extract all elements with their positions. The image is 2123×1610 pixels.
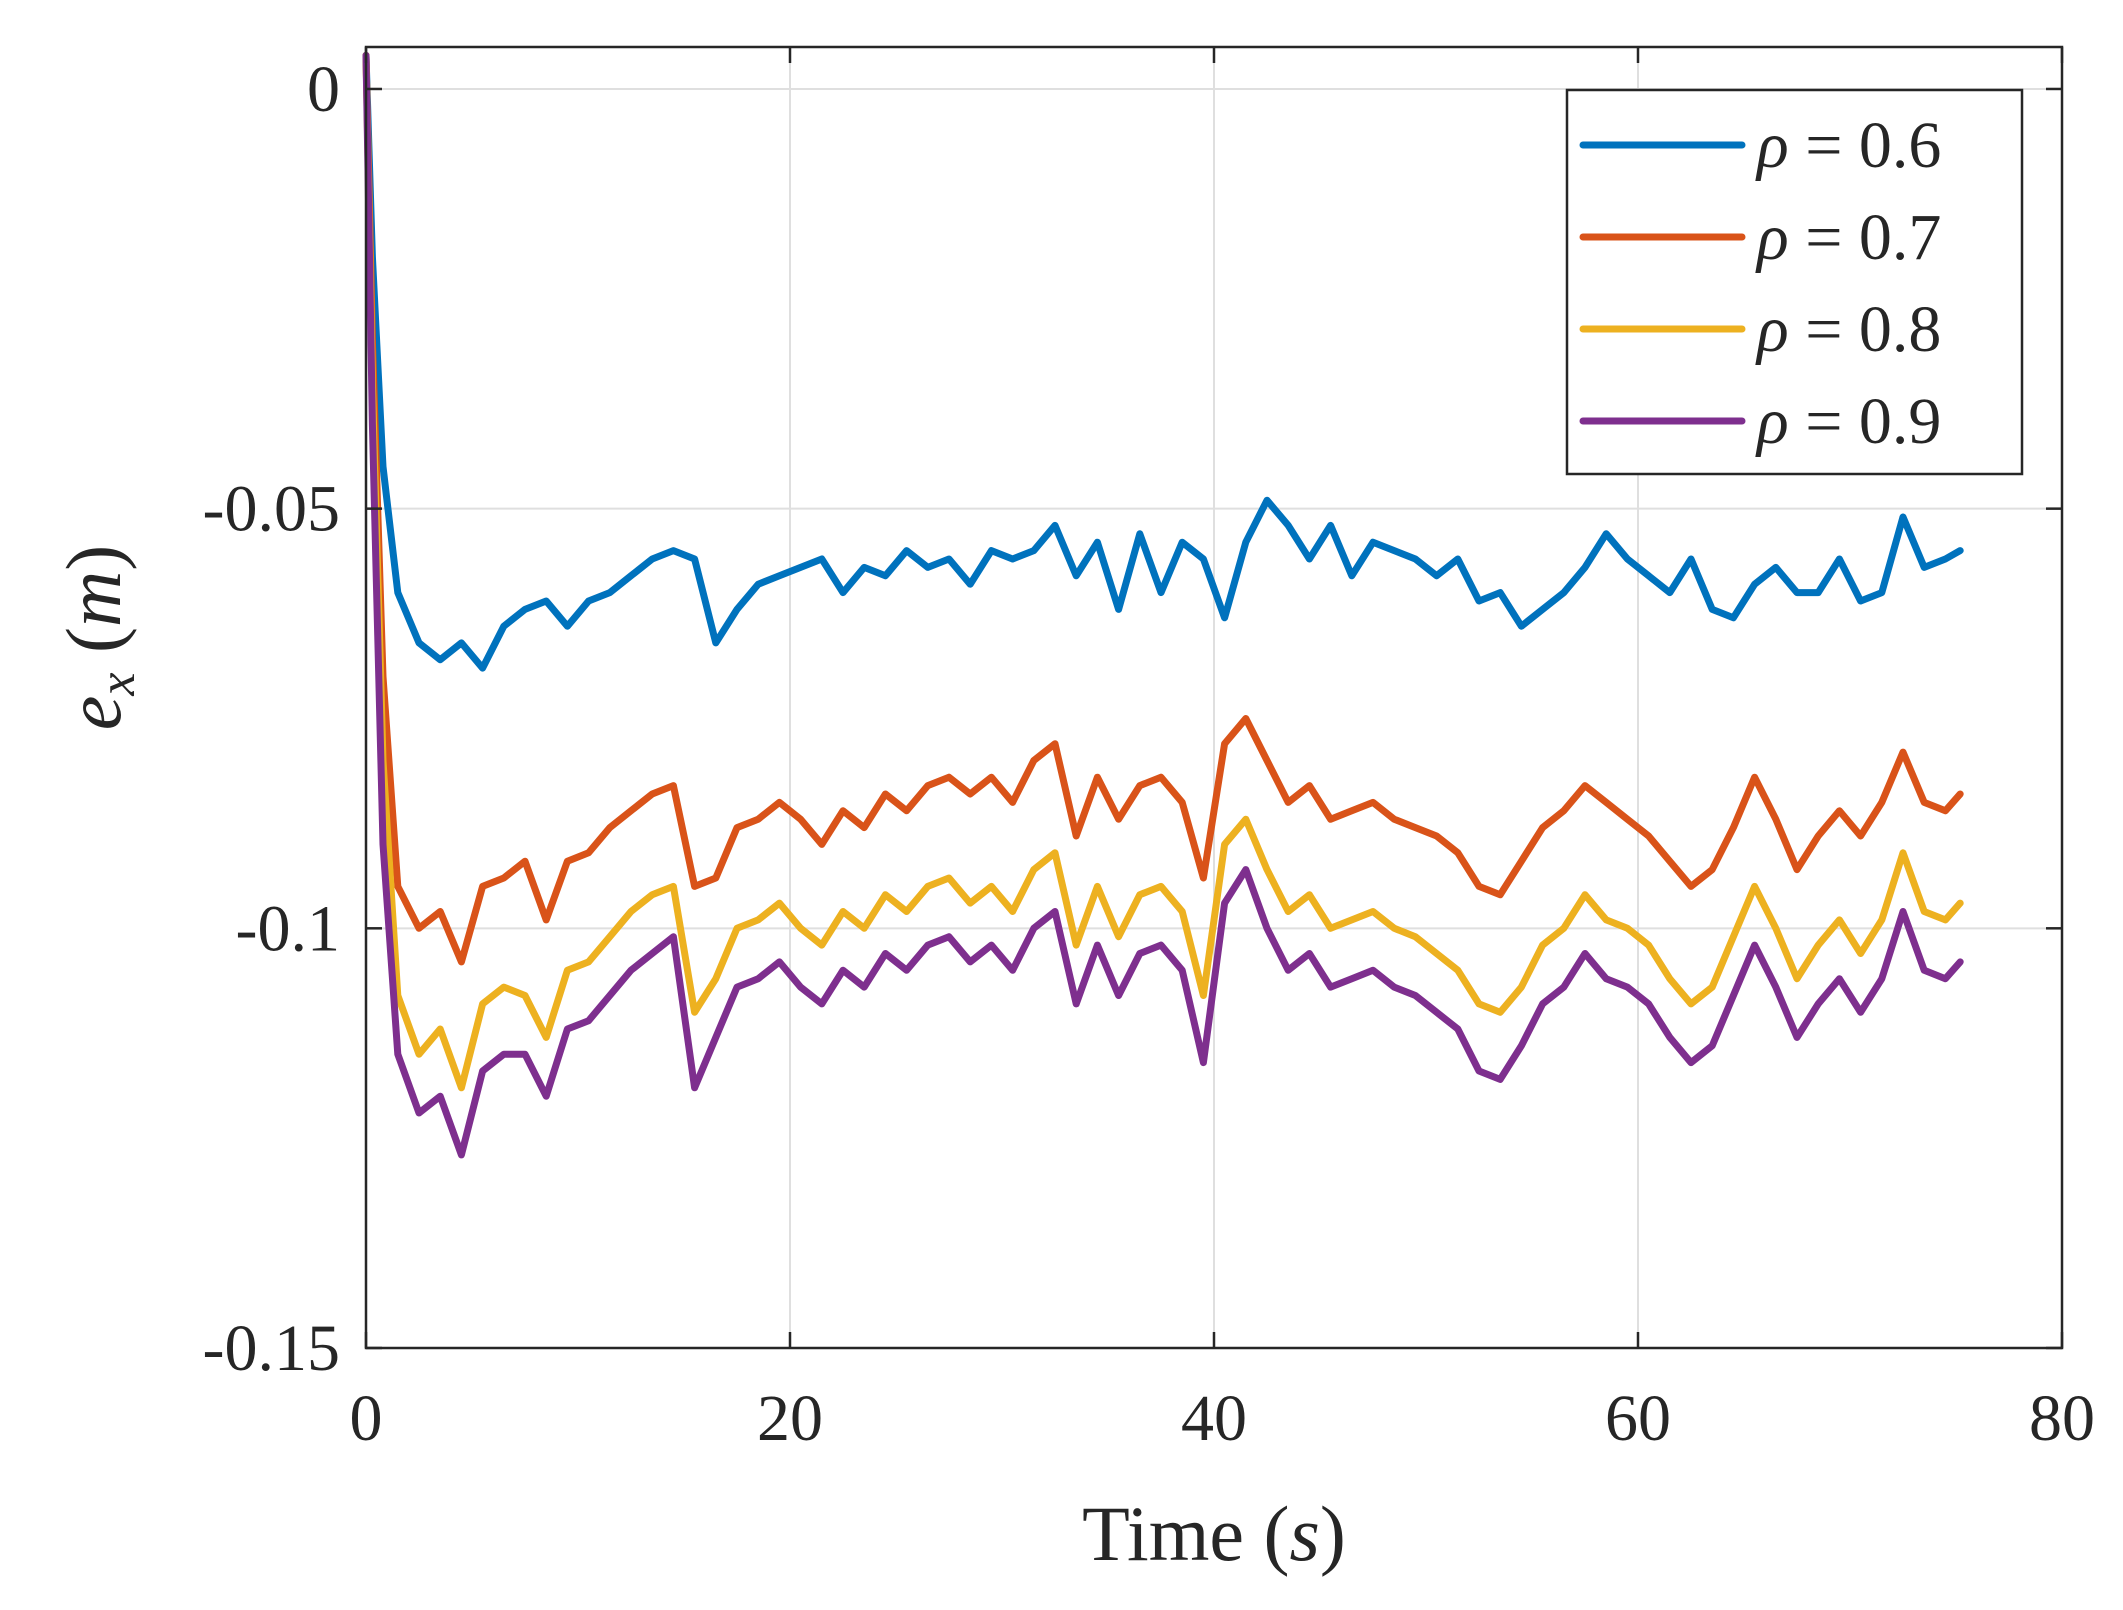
x-axis-label-unit: s — [1290, 1490, 1320, 1577]
legend-symbol: ρ — [1755, 201, 1789, 274]
ticks: 0 20 40 60 80 0 -0.05 -0.1 -0.15 — [203, 47, 2095, 1455]
y-axis-label-close-paren: ) — [50, 545, 137, 571]
y-tick-label: 0 — [307, 53, 340, 126]
y-axis-label-open-paren: ( — [50, 627, 137, 672]
legend-operator: = — [1789, 201, 1859, 274]
legend-label-rho-0.7: ρ = 0.7 — [1755, 201, 1941, 274]
series-layer — [362, 51, 1964, 1159]
legend-operator: = — [1789, 385, 1859, 458]
legend-symbol: ρ — [1755, 109, 1789, 182]
series-line-rho-0.9 — [362, 51, 1964, 1159]
legend-symbol: ρ — [1755, 385, 1789, 458]
series-line-rho-0.6 — [362, 51, 1964, 672]
legend-box — [1565, 88, 2024, 476]
x-tick-label: 80 — [2029, 1382, 2095, 1455]
legend-label-rho-0.8: ρ = 0.8 — [1755, 293, 1941, 366]
y-tick-label: -0.05 — [203, 473, 340, 546]
legend-value: 0.6 — [1859, 109, 1942, 182]
legend-symbol: ρ — [1755, 293, 1789, 366]
legend-value: 0.8 — [1859, 293, 1942, 366]
x-tick-label: 60 — [1605, 1382, 1671, 1455]
y-axis-label-subscript: x — [89, 673, 146, 697]
legend-label-rho-0.6: ρ = 0.6 — [1755, 109, 1941, 182]
legend-operator: = — [1789, 293, 1859, 366]
x-tick-label: 0 — [350, 1382, 383, 1455]
legend-value: 0.9 — [1859, 385, 1942, 458]
y-tick-label: -0.1 — [236, 892, 340, 965]
legend-operator: = — [1789, 109, 1859, 182]
y-tick-label: -0.15 — [203, 1312, 340, 1385]
x-axis-label-main: Time — [1082, 1490, 1244, 1577]
x-axis-label-open-paren: ( — [1244, 1490, 1289, 1577]
legend-value: 0.7 — [1859, 201, 1942, 274]
series-line-rho-0.8 — [362, 51, 1964, 1092]
y-axis-label-unit: m — [50, 571, 137, 627]
legend-label-rho-0.9: ρ = 0.9 — [1755, 385, 1941, 458]
legend: ρ = 0.6ρ = 0.7ρ = 0.8ρ = 0.9 — [1565, 88, 2024, 476]
series-line-rho-0.7 — [362, 51, 1964, 966]
x-tick-label: 20 — [757, 1382, 823, 1455]
y-axis-label: ex (m) — [50, 545, 146, 731]
x-tick-label: 40 — [1181, 1382, 1247, 1455]
x-axis-label: Time (s) — [1082, 1490, 1346, 1577]
x-axis-label-close-paren: ) — [1320, 1490, 1346, 1577]
y-axis-label-main: e — [50, 696, 137, 731]
